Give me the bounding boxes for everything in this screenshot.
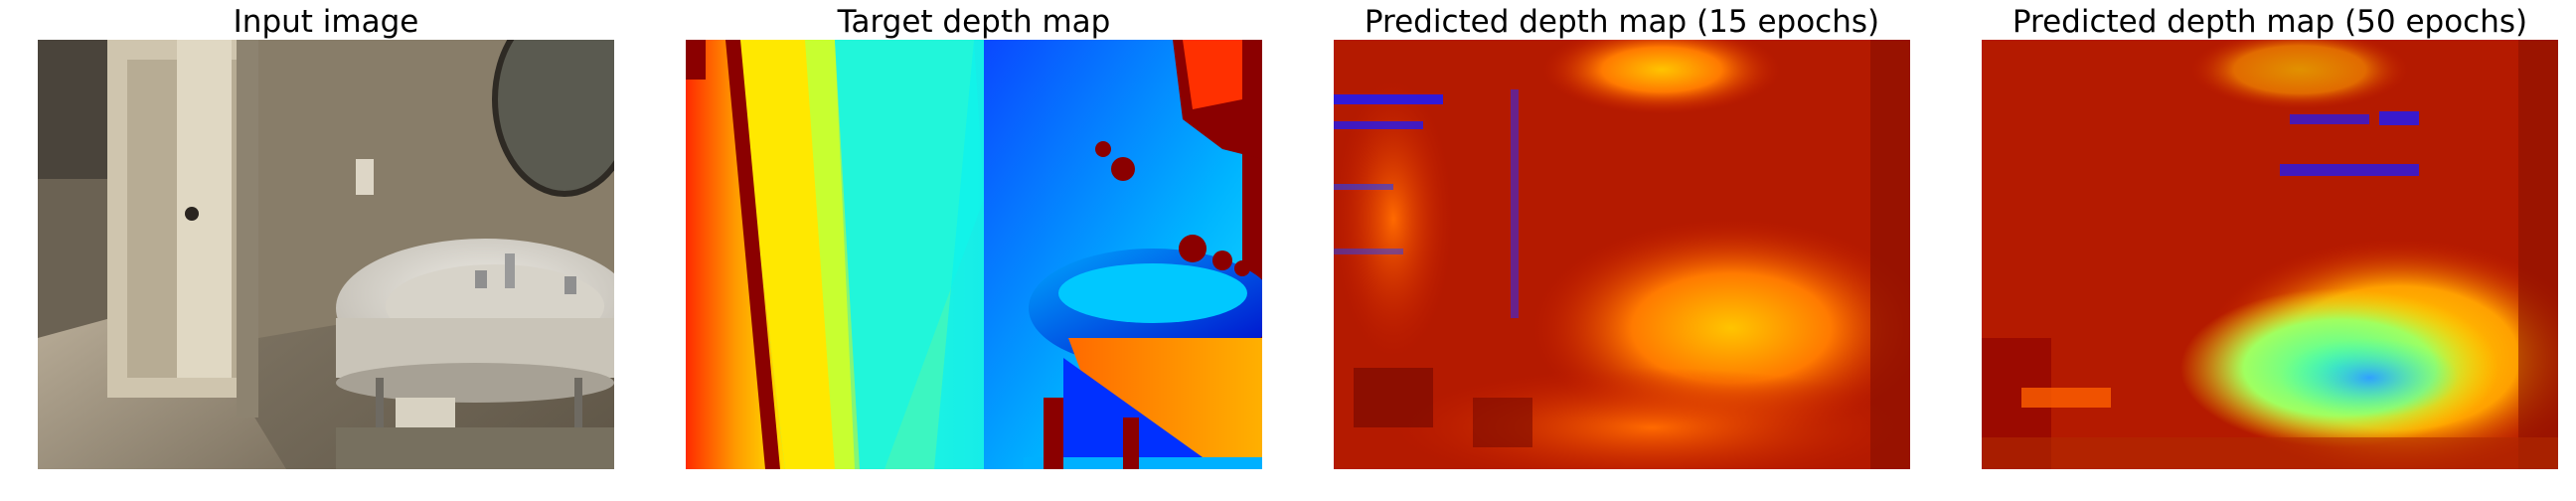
panel-title: Predicted depth map (50 epochs) [2012,4,2528,40]
pred50-depth-image [1982,40,2558,469]
panel-title: Predicted depth map (15 epochs) [1364,4,1880,40]
target-depth-image [686,40,1262,469]
target-depth-heatmap [686,40,1262,469]
panel-target-depth: Target depth map [666,0,1282,501]
panel-title: Input image [233,4,419,40]
pred50-depth-heatmap [1982,40,2558,469]
panel-input-image: Input image [18,0,634,501]
bathroom-photo [38,40,614,469]
input-image [38,40,614,469]
panel-pred-15: Predicted depth map (15 epochs) [1314,0,1930,501]
pred15-depth-image [1334,40,1910,469]
pred15-depth-heatmap [1334,40,1910,469]
panel-pred-50: Predicted depth map (50 epochs) [1962,0,2576,501]
panel-title: Target depth map [837,4,1111,40]
